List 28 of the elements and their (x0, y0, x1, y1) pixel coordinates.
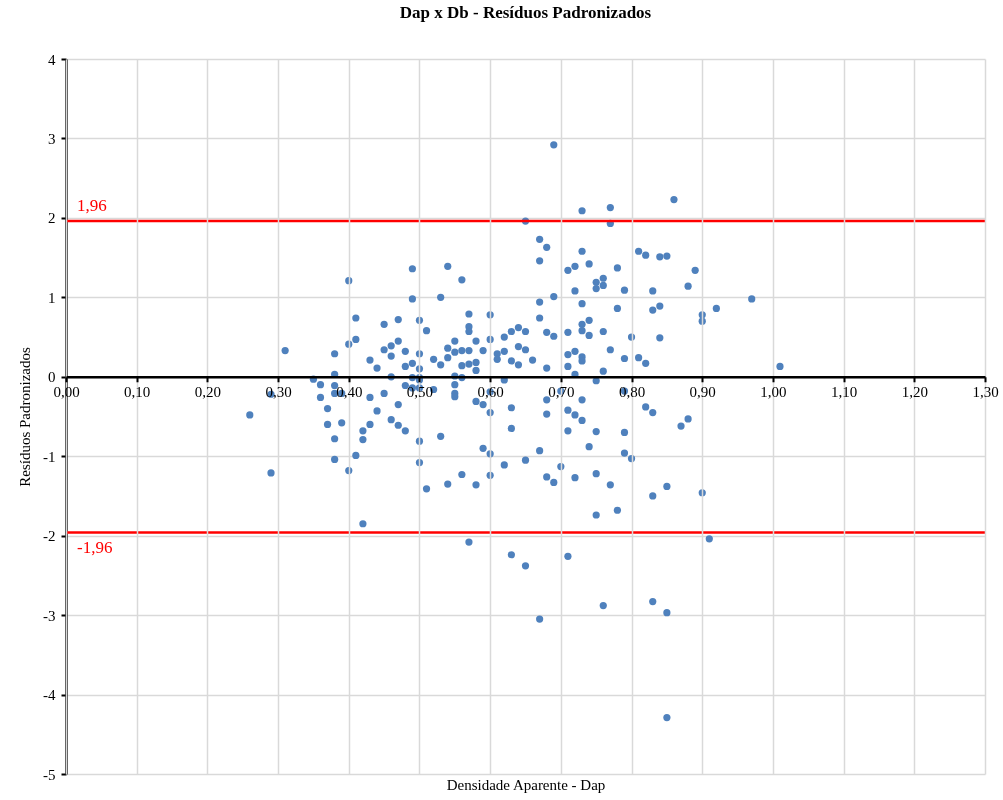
chart-title: Dap x Db - Resíduos Padronizados (399, 3, 652, 22)
x-tick-label: 0,20 (194, 384, 222, 401)
x-tick-label: 1,10 (830, 384, 858, 401)
x-tick-label: 0,30 (265, 384, 292, 401)
x-tick-label: 0,80 (618, 384, 646, 401)
x-tick-label: 1,20 (901, 384, 928, 401)
y-tick-label: -4 (43, 687, 56, 704)
y-tick-label: -1 (43, 448, 56, 465)
x-tick-label: 1,00 (760, 384, 787, 401)
y-tick-label: 3 (48, 130, 56, 147)
y-tick-label: -2 (43, 528, 56, 545)
x-tick-label: 0,50 (406, 384, 434, 401)
ref-line-label: -1,96 (77, 538, 113, 558)
ref-line-label: 1,96 (77, 196, 107, 216)
y-tick-label: 4 (48, 51, 56, 68)
y-tick-label: 0 (48, 369, 56, 386)
x-tick-label: 0,10 (124, 384, 151, 401)
y-tick-label: -5 (43, 766, 56, 783)
x-tick-label: 0,70 (548, 384, 575, 401)
y-tick-label: 2 (48, 210, 56, 227)
y-tick-label: -3 (43, 607, 56, 624)
y-axis-title: Resíduos Padronizados (17, 347, 33, 487)
x-tick-label: 0,60 (477, 384, 504, 401)
x-tick-label: 0,90 (689, 384, 716, 401)
x-tick-label: 0,40 (336, 384, 363, 401)
y-tick-label: 1 (48, 289, 56, 306)
x-tick-label: 1,30 (972, 384, 999, 401)
x-axis-title: Densidade Aparente - Dap (446, 776, 606, 793)
